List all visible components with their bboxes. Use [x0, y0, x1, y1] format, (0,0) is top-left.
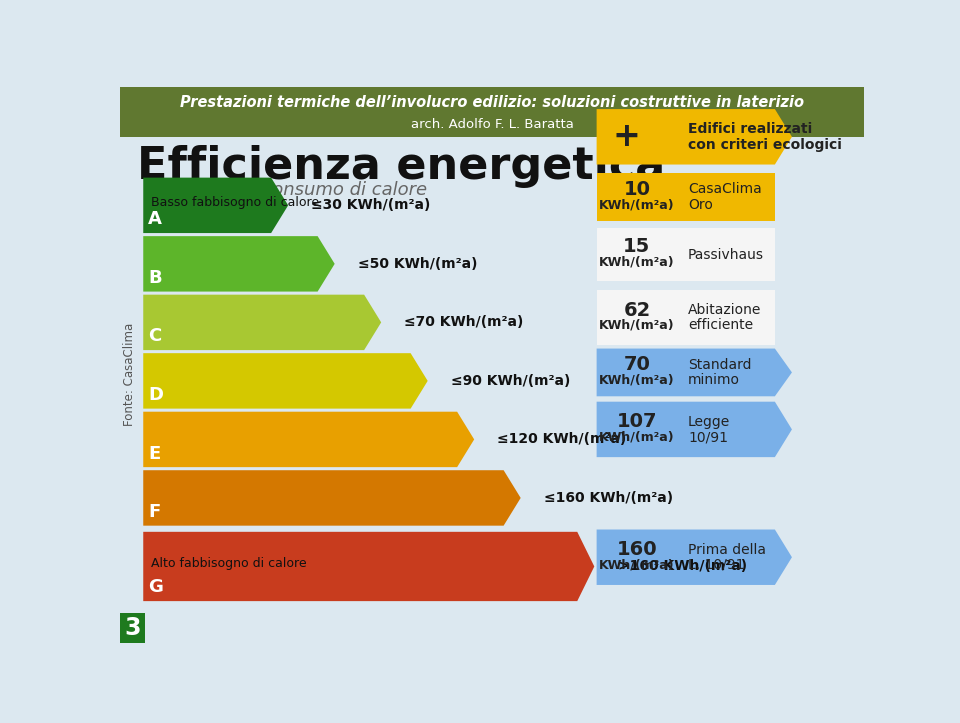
Text: Categoria di consumo di calore: Categoria di consumo di calore	[147, 181, 427, 200]
Text: 10: 10	[623, 180, 651, 199]
Text: Fonte: CasaClima: Fonte: CasaClima	[123, 322, 135, 426]
Text: 160: 160	[616, 540, 658, 559]
Text: D: D	[148, 386, 163, 404]
Text: KWh/(m²a): KWh/(m²a)	[599, 431, 675, 444]
Text: KWh/(m²a): KWh/(m²a)	[599, 256, 675, 269]
Text: con criteri ecologici: con criteri ecologici	[688, 137, 842, 152]
Text: 3: 3	[124, 616, 141, 640]
Text: ≤70 KWh/(m²a): ≤70 KWh/(m²a)	[404, 315, 524, 330]
Polygon shape	[143, 178, 288, 233]
Polygon shape	[596, 348, 792, 396]
Text: ≤120 KWh/(m²a): ≤120 KWh/(m²a)	[497, 432, 627, 446]
Text: A: A	[148, 210, 162, 228]
Text: >160 KWh/(m²a): >160 KWh/(m²a)	[617, 560, 747, 573]
Text: 107: 107	[616, 412, 658, 431]
Text: Prestazioni termiche dell’involucro edilizio: soluzioni costruttive in laterizio: Prestazioni termiche dell’involucro edil…	[180, 95, 804, 110]
Text: Legge: Legge	[688, 415, 731, 429]
Bar	[596, 290, 775, 346]
Text: KWh/(m²a): KWh/(m²a)	[599, 198, 675, 211]
Text: CasaClima: CasaClima	[688, 182, 762, 196]
Bar	[120, 87, 864, 137]
Text: Oro: Oro	[688, 197, 713, 212]
Text: efficiente: efficiente	[688, 318, 754, 333]
Polygon shape	[143, 295, 381, 350]
Text: Standard: Standard	[688, 358, 752, 372]
Text: L. 10/91: L. 10/91	[688, 558, 745, 572]
Text: C: C	[148, 328, 161, 346]
Text: Basso fabbisogno di calore: Basso fabbisogno di calore	[151, 196, 319, 209]
Text: 70: 70	[623, 355, 650, 375]
Text: Abitazione: Abitazione	[688, 303, 761, 317]
Text: Passivhaus: Passivhaus	[688, 247, 764, 262]
Text: KWh/(m²a): KWh/(m²a)	[599, 319, 675, 332]
Text: B: B	[148, 269, 161, 287]
Text: 10/91: 10/91	[688, 430, 728, 444]
Text: ≤160 KWh/(m²a): ≤160 KWh/(m²a)	[544, 491, 673, 505]
Text: Efficienza energetica: Efficienza energetica	[137, 145, 665, 187]
Text: minimo: minimo	[688, 373, 740, 387]
Text: 62: 62	[623, 301, 651, 320]
Text: KWh/(m²a): KWh/(m²a)	[599, 374, 675, 387]
Polygon shape	[596, 402, 792, 457]
Bar	[596, 228, 775, 281]
Polygon shape	[143, 411, 474, 467]
Polygon shape	[143, 470, 520, 526]
Text: 15: 15	[623, 237, 651, 257]
Polygon shape	[143, 532, 594, 601]
Text: KWh/(m²a): KWh/(m²a)	[599, 558, 675, 571]
Polygon shape	[596, 529, 792, 585]
Bar	[596, 173, 775, 221]
Text: Edifici realizzati: Edifici realizzati	[688, 122, 812, 136]
Text: E: E	[148, 445, 160, 463]
Polygon shape	[143, 353, 427, 408]
Polygon shape	[143, 236, 335, 291]
Bar	[120, 612, 145, 643]
Text: ≤90 KWh/(m²a): ≤90 KWh/(m²a)	[451, 374, 570, 388]
Text: ≤50 KWh/(m²a): ≤50 KWh/(m²a)	[358, 257, 477, 271]
Text: ≤30 KWh/(m²a): ≤30 KWh/(m²a)	[311, 198, 431, 213]
Text: G: G	[148, 578, 163, 596]
Polygon shape	[596, 109, 792, 165]
Text: +: +	[612, 120, 640, 153]
Text: arch. Adolfo F. L. Baratta: arch. Adolfo F. L. Baratta	[411, 118, 573, 131]
Text: Prima della: Prima della	[688, 542, 766, 557]
Text: F: F	[148, 503, 160, 521]
Text: Alto fabbisogno di calore: Alto fabbisogno di calore	[151, 557, 306, 570]
